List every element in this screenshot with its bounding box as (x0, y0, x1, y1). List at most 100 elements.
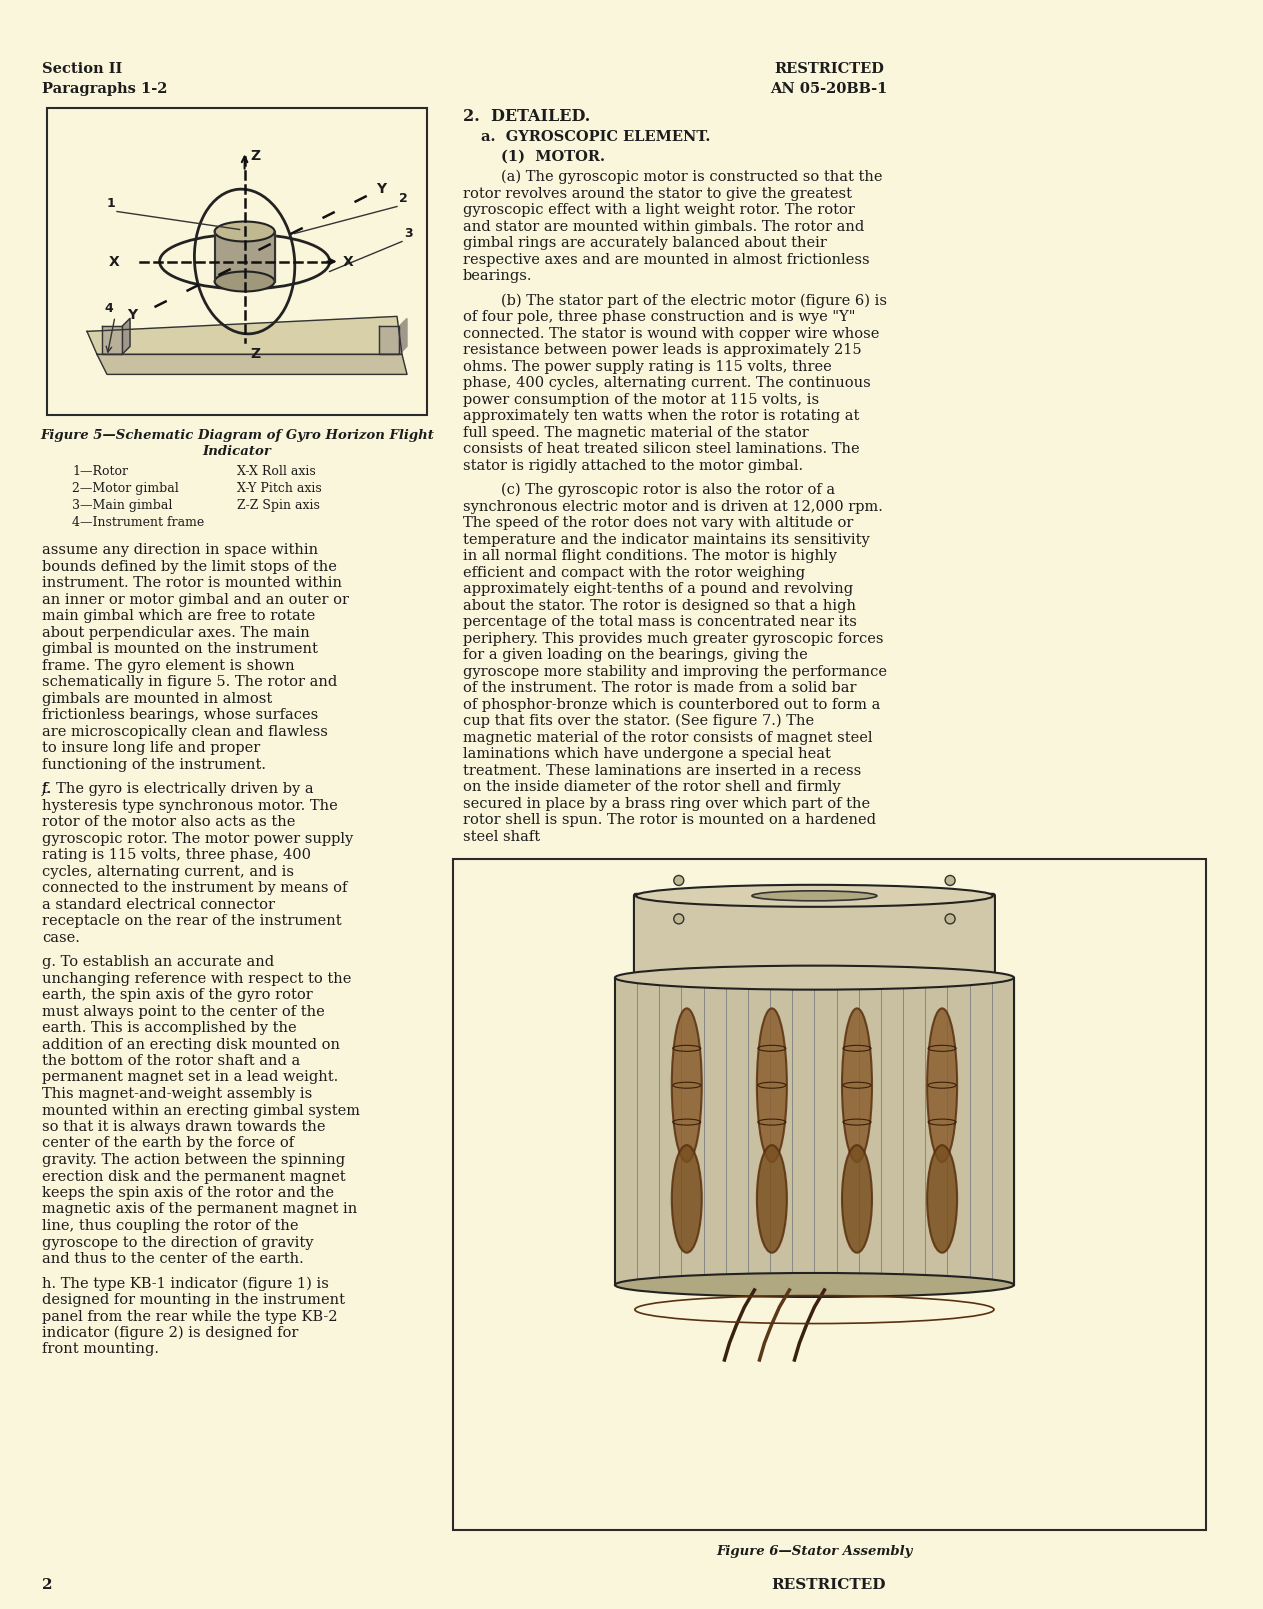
Text: 2—Motor gimbal: 2—Motor gimbal (72, 483, 179, 496)
Text: hysteresis type synchronous motor. The: hysteresis type synchronous motor. The (42, 798, 337, 813)
Text: approximately ten watts when the rotor is rotating at: approximately ten watts when the rotor i… (464, 409, 859, 423)
Text: consists of heat treated silicon steel laminations. The: consists of heat treated silicon steel l… (464, 442, 860, 455)
Text: rotor shell is spun. The rotor is mounted on a hardened: rotor shell is spun. The rotor is mounte… (464, 813, 877, 827)
Text: about the stator. The rotor is designed so that a high: about the stator. The rotor is designed … (464, 599, 856, 613)
Text: Figure 5—Schematic Diagram of Gyro Horizon Flight: Figure 5—Schematic Diagram of Gyro Horiz… (40, 430, 434, 442)
Text: to insure long life and proper: to insure long life and proper (42, 742, 260, 755)
Text: RESTRICTED: RESTRICTED (772, 1578, 887, 1591)
Circle shape (673, 875, 683, 885)
Text: frame. The gyro element is shown: frame. The gyro element is shown (42, 658, 294, 673)
Text: rotor revolves around the stator to give the greatest: rotor revolves around the stator to give… (464, 187, 853, 201)
Text: and stator are mounted within gimbals. The rotor and: and stator are mounted within gimbals. T… (464, 219, 864, 233)
Text: f. The gyro is electrically driven by a: f. The gyro is electrically driven by a (42, 782, 313, 796)
Text: Section II: Section II (42, 63, 123, 76)
Text: Y: Y (128, 307, 138, 322)
Text: schematically in figure 5. The rotor and: schematically in figure 5. The rotor and (42, 676, 337, 689)
Text: periphery. This provides much greater gyroscopic forces: periphery. This provides much greater gy… (464, 631, 884, 645)
Text: full speed. The magnetic material of the stator: full speed. The magnetic material of the… (464, 425, 808, 439)
Text: Z: Z (250, 346, 260, 360)
Text: in all normal flight conditions. The motor is highly: in all normal flight conditions. The mot… (464, 549, 837, 563)
Ellipse shape (672, 1146, 702, 1253)
Text: X-X Roll axis: X-X Roll axis (237, 465, 316, 478)
Text: rotor of the motor also acts as the: rotor of the motor also acts as the (42, 816, 296, 829)
Text: X-Y Pitch axis: X-Y Pitch axis (237, 483, 322, 496)
Text: earth. This is accomplished by the: earth. This is accomplished by the (42, 1022, 297, 1035)
Text: gyroscope more stability and improving the performance: gyroscope more stability and improving t… (464, 665, 887, 679)
Text: magnetic axis of the permanent magnet in: magnetic axis of the permanent magnet in (42, 1202, 357, 1216)
Text: steel shaft: steel shaft (464, 830, 541, 843)
Ellipse shape (842, 1146, 871, 1253)
Text: receptacle on the rear of the instrument: receptacle on the rear of the instrument (42, 914, 341, 928)
Text: X: X (342, 254, 354, 269)
Ellipse shape (672, 1009, 702, 1162)
Ellipse shape (615, 1273, 1014, 1297)
Text: permanent magnet set in a lead weight.: permanent magnet set in a lead weight. (42, 1070, 338, 1084)
Ellipse shape (637, 885, 993, 907)
Text: keeps the spin axis of the rotor and the: keeps the spin axis of the rotor and the (42, 1186, 333, 1200)
Polygon shape (379, 327, 399, 354)
Text: of the instrument. The rotor is made from a solid bar: of the instrument. The rotor is made fro… (464, 681, 856, 695)
Text: temperature and the indicator maintains its sensitivity: temperature and the indicator maintains … (464, 533, 870, 547)
Text: and thus to the center of the earth.: and thus to the center of the earth. (42, 1252, 303, 1266)
Text: gyroscope to the direction of gravity: gyroscope to the direction of gravity (42, 1236, 313, 1250)
Text: a standard electrical connector: a standard electrical connector (42, 898, 275, 912)
FancyBboxPatch shape (634, 895, 995, 975)
Polygon shape (97, 354, 407, 375)
Text: 2: 2 (399, 191, 408, 204)
Text: case.: case. (42, 930, 80, 944)
Text: an inner or motor gimbal and an outer or: an inner or motor gimbal and an outer or (42, 592, 349, 607)
Text: X: X (109, 254, 120, 269)
Text: main gimbal which are free to rotate: main gimbal which are free to rotate (42, 608, 316, 623)
Text: Paragraphs 1-2: Paragraphs 1-2 (42, 82, 168, 97)
Text: f.: f. (42, 782, 52, 796)
Ellipse shape (215, 222, 274, 241)
Text: bearings.: bearings. (464, 269, 533, 283)
Text: Y: Y (376, 182, 386, 196)
Text: about perpendicular axes. The main: about perpendicular axes. The main (42, 626, 309, 639)
Text: panel from the rear while the type KB-2: panel from the rear while the type KB-2 (42, 1310, 337, 1324)
Text: indicator (figure 2) is designed for: indicator (figure 2) is designed for (42, 1326, 298, 1340)
Text: (a) The gyroscopic motor is constructed so that the: (a) The gyroscopic motor is constructed … (501, 171, 883, 185)
Polygon shape (102, 327, 123, 354)
Ellipse shape (757, 1009, 787, 1162)
Text: (c) The gyroscopic rotor is also the rotor of a: (c) The gyroscopic rotor is also the rot… (501, 483, 835, 497)
Text: respective axes and are mounted in almost frictionless: respective axes and are mounted in almos… (464, 253, 870, 267)
Text: approximately eight-tenths of a pound and revolving: approximately eight-tenths of a pound an… (464, 582, 853, 595)
Text: instrument. The rotor is mounted within: instrument. The rotor is mounted within (42, 576, 342, 591)
Text: h. The type KB-1 indicator (figure 1) is: h. The type KB-1 indicator (figure 1) is (42, 1276, 328, 1290)
Text: (1)  MOTOR.: (1) MOTOR. (501, 150, 605, 164)
Text: (b) The stator part of the electric motor (figure 6) is: (b) The stator part of the electric moto… (501, 293, 887, 307)
Text: gyroscopic effect with a light weight rotor. The rotor: gyroscopic effect with a light weight ro… (464, 203, 855, 217)
Polygon shape (615, 978, 1014, 1286)
Ellipse shape (751, 891, 877, 901)
Ellipse shape (927, 1009, 957, 1162)
Circle shape (945, 914, 955, 924)
Text: g. To establish an accurate and: g. To establish an accurate and (42, 956, 274, 969)
Text: resistance between power leads is approximately 215: resistance between power leads is approx… (464, 343, 861, 357)
Text: frictionless bearings, whose surfaces: frictionless bearings, whose surfaces (42, 708, 318, 722)
Text: AN 05-20BB-1: AN 05-20BB-1 (770, 82, 888, 97)
Text: 1—Rotor: 1—Rotor (72, 465, 128, 478)
Text: 4—Instrument frame: 4—Instrument frame (72, 516, 205, 529)
Text: This magnet-and-weight assembly is: This magnet-and-weight assembly is (42, 1088, 312, 1101)
Text: addition of an erecting disk mounted on: addition of an erecting disk mounted on (42, 1038, 340, 1052)
Text: must always point to the center of the: must always point to the center of the (42, 1004, 325, 1018)
Text: treatment. These laminations are inserted in a recess: treatment. These laminations are inserte… (464, 764, 861, 777)
Text: designed for mounting in the instrument: designed for mounting in the instrument (42, 1294, 345, 1307)
Text: center of the earth by the force of: center of the earth by the force of (42, 1136, 294, 1150)
Text: front mounting.: front mounting. (42, 1342, 159, 1356)
Text: RESTRICTED: RESTRICTED (774, 63, 884, 76)
Text: 1: 1 (106, 196, 115, 209)
Polygon shape (399, 319, 407, 354)
Text: cup that fits over the stator. (See figure 7.) The: cup that fits over the stator. (See figu… (464, 714, 815, 729)
Polygon shape (87, 317, 402, 354)
Text: a.  GYROSCOPIC ELEMENT.: a. GYROSCOPIC ELEMENT. (481, 130, 710, 143)
Text: Z: Z (250, 148, 260, 163)
Bar (453, 859, 1206, 1530)
Text: efficient and compact with the rotor weighing: efficient and compact with the rotor wei… (464, 565, 805, 579)
Ellipse shape (615, 965, 1014, 990)
Text: Indicator: Indicator (202, 446, 272, 459)
Text: phase, 400 cycles, alternating current. The continuous: phase, 400 cycles, alternating current. … (464, 377, 870, 389)
Text: mounted within an erecting gimbal system: mounted within an erecting gimbal system (42, 1104, 360, 1118)
Text: assume any direction in space within: assume any direction in space within (42, 542, 318, 557)
